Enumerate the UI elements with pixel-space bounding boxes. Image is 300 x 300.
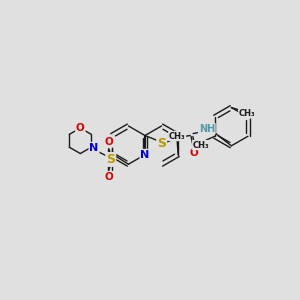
Text: NH: NH — [199, 124, 215, 134]
Text: CH₃: CH₃ — [193, 141, 209, 150]
Text: S: S — [157, 137, 166, 150]
Text: N: N — [140, 150, 150, 160]
Text: S: S — [106, 153, 115, 166]
Text: O: O — [104, 137, 113, 147]
Text: CH₃: CH₃ — [169, 131, 185, 140]
Text: O: O — [190, 148, 198, 158]
Text: CH₃: CH₃ — [239, 109, 255, 118]
Text: O: O — [104, 172, 113, 182]
Text: O: O — [76, 123, 85, 133]
Text: N: N — [89, 143, 99, 153]
